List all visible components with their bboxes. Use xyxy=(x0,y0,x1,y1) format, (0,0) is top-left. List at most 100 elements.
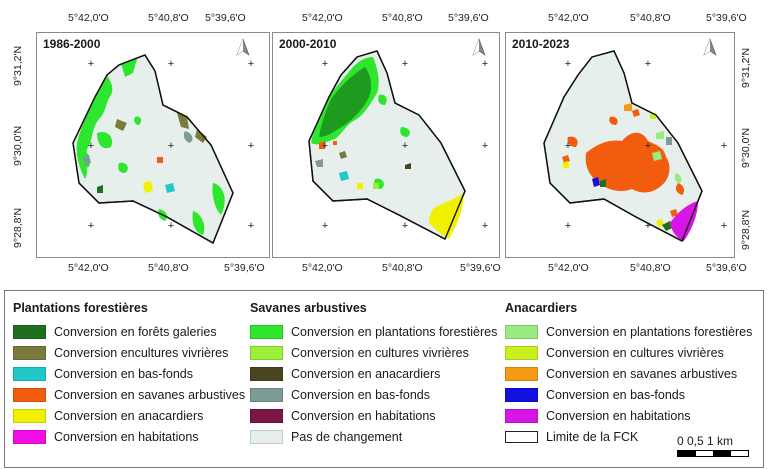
legend-label: Conversion en anacardiers xyxy=(291,366,441,381)
legend-item: Conversion en savanes arbustives xyxy=(505,363,752,384)
legend-item: Conversion en savanes arbustives xyxy=(13,384,245,405)
legend-swatch xyxy=(13,345,46,360)
fck-boundary xyxy=(72,54,234,245)
patch-grey xyxy=(666,137,672,145)
grid-cross: + xyxy=(402,220,408,232)
legend-item: Conversion encultures vivrières xyxy=(13,342,245,363)
bottom-axis-label: 5°40,8'O xyxy=(630,262,671,274)
legend-item: Conversion en anacardiers xyxy=(13,405,245,426)
grid-cross: + xyxy=(322,220,328,232)
grid-cross: + xyxy=(645,140,651,152)
patch-orange xyxy=(157,157,163,163)
bottom-axis-label: 5°42,0'O xyxy=(548,262,589,274)
patch-cyan xyxy=(339,171,349,181)
legend-label: Conversion en plantations forestières xyxy=(291,324,498,339)
grid-cross: + xyxy=(565,140,571,152)
north-arrow-icon xyxy=(236,38,250,56)
patch-orange xyxy=(333,141,337,145)
legend-label: Conversion en bas-fonds xyxy=(546,387,685,402)
grid-cross: + xyxy=(721,220,727,232)
legend-swatch xyxy=(505,408,538,423)
bottom-axis-label: 5°39,6'O xyxy=(224,262,265,274)
patch-orange xyxy=(670,209,678,217)
grid-cross: + xyxy=(322,140,328,152)
bottom-axis-label: 5°39,6'O xyxy=(460,262,501,274)
legend-group-anacardiers: Anacardiers Conversion en plantations fo… xyxy=(505,301,752,447)
bottom-axis-label: 5°42,0'O xyxy=(302,262,343,274)
top-axis-label: 5°42,0'O xyxy=(302,12,343,24)
legend-item: Conversion en habitations xyxy=(13,426,245,447)
patch-magenta xyxy=(670,201,698,241)
patch-darkgreen xyxy=(600,179,606,187)
map-1986-2000: + + + + + + + + + xyxy=(72,38,254,245)
legend-item: Pas de changement xyxy=(250,426,497,447)
legend-label: Conversion en forêts galeries xyxy=(54,324,217,339)
top-axis-label: 5°40,8'O xyxy=(382,12,423,24)
top-axis-label: 5°40,8'O xyxy=(148,12,189,24)
top-axis-label: 5°40,8'O xyxy=(630,12,671,24)
patch-orange xyxy=(675,183,685,195)
patch-green xyxy=(378,94,387,105)
legend-item: Conversion en plantations forestières xyxy=(250,321,497,342)
bottom-axis-label: 5°42,0'O xyxy=(68,262,109,274)
legend-label: Limite de la FCK xyxy=(546,429,639,444)
period-label: 2010-2023 xyxy=(512,37,570,51)
grid-cross: + xyxy=(721,140,727,152)
top-axis-label: 5°39,6'O xyxy=(448,12,489,24)
grid-cross: + xyxy=(168,220,174,232)
patch-olive xyxy=(339,151,347,159)
legend-item: Conversion en cultures vivrières xyxy=(505,342,752,363)
top-axis-label: 5°42,0'O xyxy=(68,12,109,24)
legend-item: Conversion en plantations forestières xyxy=(505,321,752,342)
patch-yellow xyxy=(357,183,363,189)
legend-label: Conversion encultures vivrières xyxy=(54,345,229,360)
legend-item: Conversion en bas-fonds xyxy=(13,363,245,384)
legend-label: Conversion en anacardiers xyxy=(54,408,204,423)
map-panel-2000-2010: + + + + + + + + + 2000-2010 xyxy=(272,32,500,258)
left-axis-label: 9°30,0'N xyxy=(12,125,24,166)
bottom-axis-label: 5°40,8'O xyxy=(148,262,189,274)
grid-cross: + xyxy=(482,140,488,152)
patch-orange xyxy=(567,136,578,147)
top-axis-label: 5°39,6'O xyxy=(205,12,246,24)
period-label: 1986-2000 xyxy=(43,37,101,51)
grid-cross: + xyxy=(168,58,174,70)
legend-swatch xyxy=(13,408,46,423)
patch-grey xyxy=(315,159,323,167)
grid-cross: + xyxy=(88,58,94,70)
grid-cross: + xyxy=(248,220,254,232)
grid-cross: + xyxy=(565,220,571,232)
patch-green xyxy=(134,116,142,125)
patch-olive xyxy=(115,119,127,131)
legend-item: Conversion en forêts galeries xyxy=(13,321,245,342)
legend-item: Conversion en bas-fonds xyxy=(250,384,497,405)
patch-green xyxy=(118,162,128,173)
legend-swatch xyxy=(13,429,46,444)
legend-swatch xyxy=(13,366,46,381)
legend-swatch-outline xyxy=(505,430,538,443)
left-axis-label: 9°31,2'N xyxy=(12,45,24,86)
fck-boundary-outline xyxy=(543,50,703,242)
grid-cross: + xyxy=(482,58,488,70)
legend-swatch xyxy=(250,345,283,360)
grid-cross: + xyxy=(88,220,94,232)
map-panel-1986-2000: + + + + + + + + + 1986-2000 xyxy=(36,32,270,258)
grid-cross: + xyxy=(88,140,94,152)
legend-label: Conversion en habitations xyxy=(291,408,436,423)
legend-swatch xyxy=(250,324,283,339)
patch-orange xyxy=(609,116,618,125)
patch-dark xyxy=(405,163,411,169)
legend-item: Limite de la FCK xyxy=(505,426,752,447)
legend-swatch xyxy=(250,366,283,381)
patch-grey xyxy=(183,131,193,143)
legend-label: Conversion en bas-fonds xyxy=(54,366,193,381)
patch-blue xyxy=(592,177,600,187)
legend-swatch xyxy=(250,408,283,423)
scale-bar: 0 0,5 1 km xyxy=(677,434,749,457)
grid-cross: + xyxy=(645,58,651,70)
grid-cross: + xyxy=(565,58,571,70)
legend-label: Conversion en cultures vivrières xyxy=(291,345,469,360)
legend-swatch xyxy=(505,387,538,402)
patch-orange xyxy=(319,141,325,149)
legend-swatch xyxy=(250,429,283,444)
